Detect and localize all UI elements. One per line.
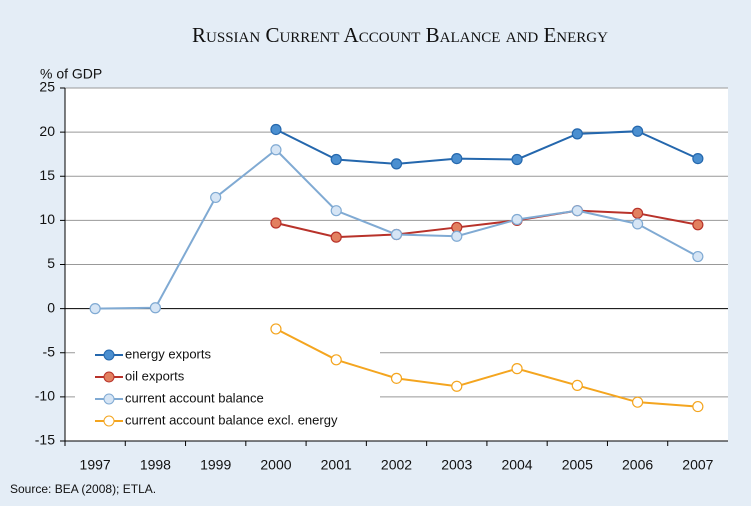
source-note: Source: BEA (2008); ETLA.: [10, 482, 156, 496]
legend-label: oil exports: [125, 368, 185, 383]
data-point: [571, 128, 583, 140]
data-point: [270, 144, 282, 156]
data-point: [390, 228, 403, 241]
data-point: [692, 400, 704, 413]
y-tick-label: 20: [39, 123, 55, 139]
legend-label: current account balance: [125, 390, 264, 405]
data-point: [390, 372, 403, 384]
data-point: [330, 205, 342, 217]
data-point: [270, 323, 282, 335]
legend-marker: [103, 393, 115, 405]
x-tick-label: 2004: [501, 457, 532, 473]
data-point: [330, 153, 342, 166]
data-point: [330, 354, 342, 366]
y-tick-label: 15: [39, 167, 55, 183]
data-point: [511, 213, 523, 226]
x-tick-label: 2003: [441, 457, 472, 473]
y-tick-label: 0: [47, 299, 55, 315]
data-point: [210, 191, 222, 204]
data-point: [270, 123, 282, 136]
data-point: [571, 379, 583, 392]
x-tick-label: 1999: [200, 457, 231, 473]
y-tick-label: -5: [43, 343, 56, 359]
data-point: [631, 125, 644, 137]
data-point: [451, 380, 463, 392]
chart-title: Russian Current Account Balance and Ener…: [192, 23, 608, 47]
data-point: [692, 250, 704, 263]
data-point: [692, 219, 704, 231]
x-tick-label: 2005: [562, 457, 593, 473]
legend-label: energy exports: [125, 346, 211, 361]
legend-label: current account balance excl. energy: [125, 412, 338, 427]
y-axis-label: % of GDP: [40, 66, 102, 82]
y-tick-label: 10: [39, 211, 55, 227]
legend-marker: [103, 349, 115, 361]
data-point: [149, 302, 162, 314]
data-point: [390, 158, 403, 170]
legend-marker: [103, 415, 115, 427]
x-tick-label: 2001: [321, 457, 352, 473]
data-point: [330, 231, 342, 243]
data-point: [451, 153, 463, 165]
data-point: [631, 218, 644, 230]
x-tick-label: 1998: [140, 457, 171, 473]
y-tick-label: -10: [35, 388, 55, 404]
data-point: [692, 153, 704, 165]
x-tick-label: 2002: [381, 457, 412, 473]
data-point: [511, 153, 523, 166]
y-tick-label: -15: [35, 432, 55, 448]
data-point: [270, 217, 282, 229]
x-tick-label: 2000: [260, 457, 291, 473]
data-point: [631, 207, 644, 219]
x-tick-label: 1997: [80, 457, 111, 473]
x-tick-label: 2007: [682, 457, 713, 473]
data-point: [511, 363, 523, 375]
series-line: [275, 328, 698, 408]
x-tick-label: 2006: [622, 457, 653, 473]
data-point: [571, 205, 583, 217]
y-tick-label: 5: [47, 255, 55, 271]
legend-marker: [103, 371, 115, 383]
series-line: [275, 209, 699, 239]
data-point: [451, 230, 463, 242]
series-line: [275, 128, 699, 165]
data-point: [631, 396, 644, 408]
data-point: [89, 303, 101, 315]
y-tick-label: 25: [39, 79, 55, 95]
